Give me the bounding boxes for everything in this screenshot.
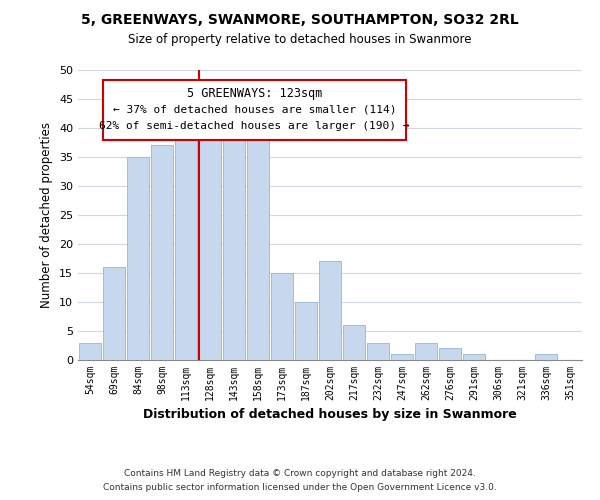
Bar [439,348,461,360]
Y-axis label: Number of detached properties: Number of detached properties [40,122,53,308]
Bar [391,354,413,360]
Bar [127,157,149,360]
Bar [103,267,125,360]
Bar [223,140,245,360]
Text: Contains HM Land Registry data © Crown copyright and database right 2024.: Contains HM Land Registry data © Crown c… [124,468,476,477]
Bar [151,146,173,360]
Bar [463,354,485,360]
Bar [271,273,293,360]
Text: Contains public sector information licensed under the Open Government Licence v3: Contains public sector information licen… [103,484,497,492]
Bar [343,325,365,360]
FancyBboxPatch shape [103,80,406,140]
Bar [367,342,389,360]
Text: Size of property relative to detached houses in Swanmore: Size of property relative to detached ho… [128,32,472,46]
Bar [295,302,317,360]
Bar [415,342,437,360]
X-axis label: Distribution of detached houses by size in Swanmore: Distribution of detached houses by size … [143,408,517,422]
Bar [175,134,197,360]
Bar [535,354,557,360]
Text: ← 37% of detached houses are smaller (114): ← 37% of detached houses are smaller (11… [113,104,396,115]
Text: 5 GREENWAYS: 123sqm: 5 GREENWAYS: 123sqm [187,88,322,101]
Bar [79,342,101,360]
Bar [247,134,269,360]
Text: 62% of semi-detached houses are larger (190) →: 62% of semi-detached houses are larger (… [99,122,410,132]
Bar [199,122,221,360]
Text: 5, GREENWAYS, SWANMORE, SOUTHAMPTON, SO32 2RL: 5, GREENWAYS, SWANMORE, SOUTHAMPTON, SO3… [81,12,519,26]
Bar [319,262,341,360]
